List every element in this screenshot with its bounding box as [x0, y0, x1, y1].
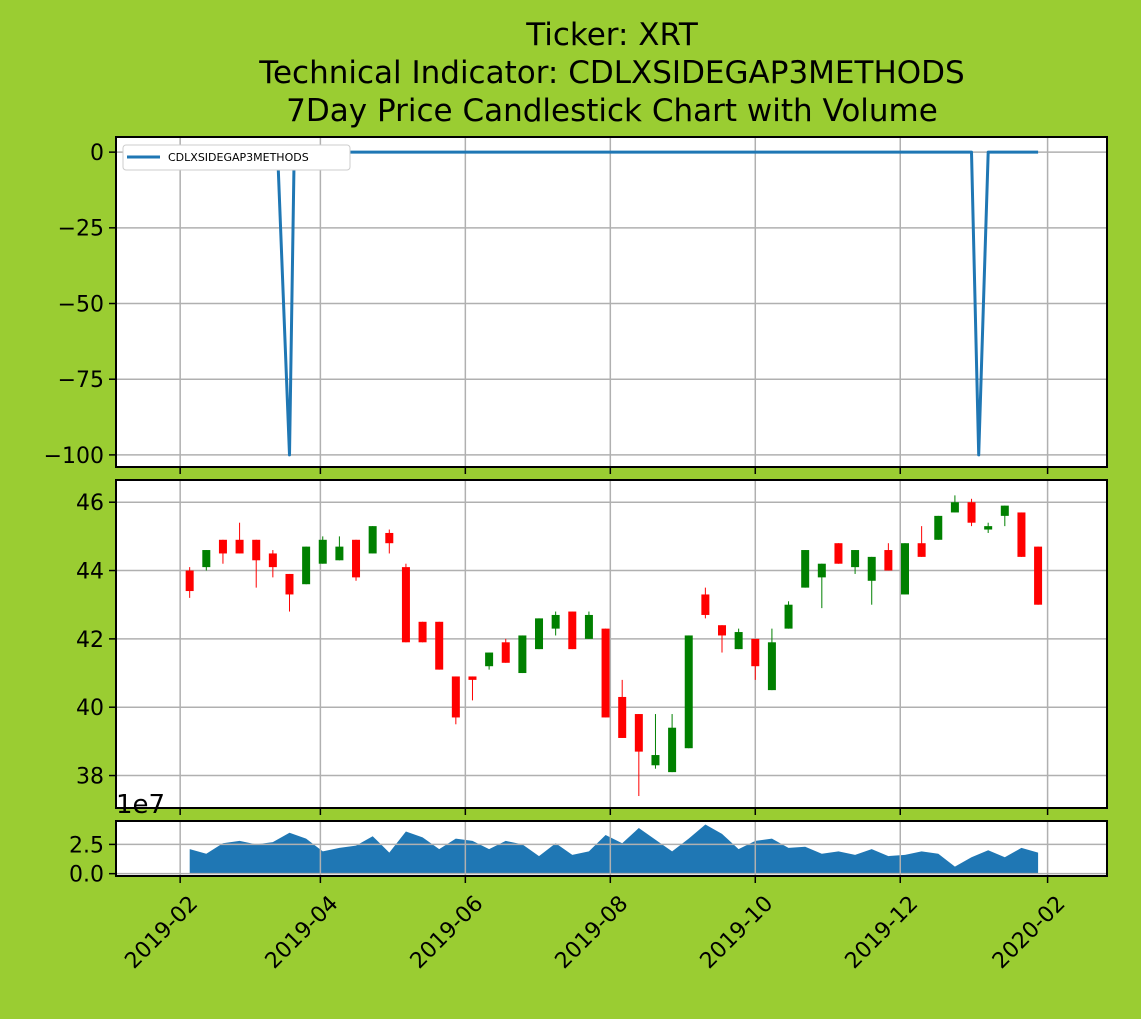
indicator-legend: CDLXSIDEGAP3METHODS: [122, 144, 351, 171]
price-candles: [185, 495, 1043, 797]
candle-body-44: [917, 543, 926, 557]
candle-body-11: [368, 526, 377, 554]
candle-body-37: [801, 550, 810, 588]
candle-body-4: [252, 539, 261, 561]
price-ytick-label-3: 44: [76, 559, 104, 584]
candle-body-21: [535, 618, 544, 650]
indicator-line: [189, 150, 1039, 457]
candle-body-32: [718, 625, 727, 636]
indicator-plot-area: [116, 137, 1107, 467]
price-panel: 38 40 42 44 46: [76, 479, 1108, 809]
candle-body-33: [734, 632, 743, 650]
candle-body-18: [485, 652, 494, 667]
candle-body-23: [568, 611, 577, 650]
candle-body-48: [984, 526, 993, 530]
candle-body-27: [634, 714, 643, 752]
candle-body-3: [235, 539, 244, 554]
candle-body-1: [202, 550, 211, 568]
volume-offset-label: 1e7: [116, 790, 165, 820]
indicator-series: [189, 150, 1039, 457]
candle-body-42: [884, 550, 893, 571]
candle-body-25: [601, 628, 610, 718]
candle-body-26: [618, 696, 627, 738]
title-line-1: Ticker: XRT: [525, 17, 699, 53]
candle-body-13: [401, 567, 410, 643]
indicator-ytick-label-2: −50: [58, 292, 104, 317]
indicator-panel: 0 −25 −50 −75 −100 CDLXSIDEGAP3METHODS: [44, 136, 1108, 469]
legend-label: CDLXSIDEGAP3METHODS: [168, 151, 309, 164]
candle-body-41: [867, 556, 876, 581]
candle-body-2: [218, 539, 227, 554]
volume-area-fill: [189, 824, 1039, 874]
candle-body-51: [1034, 546, 1043, 605]
indicator-ytick-label-1: −25: [58, 217, 104, 242]
price-ytick-label-4: 46: [76, 491, 104, 516]
candle-body-28: [651, 755, 660, 766]
title-line-3: 7Day Price Candlestick Chart with Volume: [286, 93, 938, 129]
price-y-ticks: 38 40 42 44 46: [76, 491, 116, 789]
candle-body-49: [1000, 505, 1009, 516]
volume-frame: [115, 820, 1108, 877]
candle-body-39: [834, 543, 843, 564]
candle-body-17: [468, 676, 477, 680]
price-ytick-label-1: 40: [76, 696, 104, 721]
candle-body-31: [701, 594, 710, 615]
candle-body-35: [767, 642, 776, 691]
volume-grid: [116, 821, 1107, 876]
candle-body-0: [185, 570, 194, 592]
candle-body-29: [668, 727, 677, 773]
indicator-frame: [115, 136, 1108, 468]
candle-body-10: [352, 539, 361, 578]
candle-body-20: [518, 635, 527, 674]
candle-body-19: [501, 642, 510, 663]
volume-panel: 0.02.5 1e7: [69, 790, 1108, 888]
indicator-y-ticks: 0 −25 −50 −75 −100: [44, 141, 116, 469]
candle-body-40: [851, 550, 860, 568]
price-ytick-label-2: 42: [76, 628, 104, 653]
candle-body-12: [385, 532, 394, 544]
candle-body-46: [950, 502, 959, 513]
candle-body-9: [335, 546, 344, 561]
indicator-ytick-label-0: 0: [90, 141, 104, 166]
candle-body-15: [435, 621, 444, 670]
title-line-2: Technical Indicator: CDLXSIDEGAP3METHODS: [258, 55, 964, 91]
candle-body-38: [817, 563, 826, 578]
candle-body-6: [285, 573, 294, 595]
candle-body-45: [934, 515, 943, 540]
volume-y-ticks: 0.02.5: [69, 833, 116, 888]
legend-box: [122, 144, 351, 171]
indicator-ytick-label-3: −75: [58, 368, 104, 393]
candle-body-8: [318, 539, 327, 564]
volume-ytick-label-1: 2.5: [69, 833, 104, 858]
candle-body-5: [268, 553, 277, 568]
candle-body-47: [967, 502, 976, 523]
candle-body-50: [1017, 512, 1026, 557]
volume-area: [189, 824, 1039, 874]
candle-body-22: [551, 614, 560, 629]
candle-body-36: [784, 604, 793, 629]
price-frame: [115, 479, 1108, 809]
candle-body-16: [451, 676, 460, 718]
indicator-ytick-label-4: −100: [44, 444, 104, 469]
candle-body-14: [418, 621, 427, 643]
price-grid: [116, 480, 1107, 808]
candle-body-24: [584, 614, 593, 639]
price-ytick-label-0: 38: [76, 764, 104, 789]
price-plot-area: [116, 480, 1107, 808]
candle-body-30: [684, 635, 693, 749]
candle-body-34: [751, 638, 760, 667]
volume-ytick-label-0: 0.0: [69, 863, 104, 888]
candle-body-7: [302, 546, 311, 585]
candle-body-43: [900, 543, 909, 595]
